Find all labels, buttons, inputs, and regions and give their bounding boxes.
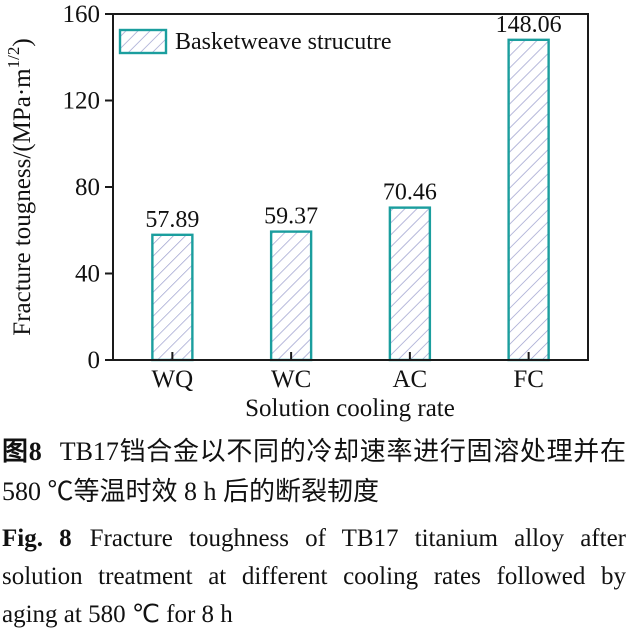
legend: Basketweave strucutre — [118, 28, 392, 55]
caption-en-line3: aging at 580 ℃ for 8 h — [2, 596, 626, 632]
y-tick-label: 0 — [88, 347, 101, 374]
y-tick-label: 120 — [63, 88, 101, 115]
caption-english: Fig. 8 Fracture toughness of TB17 titaniu… — [2, 520, 626, 632]
bar-AC — [388, 206, 432, 362]
bar-value-label: 59.37 — [264, 204, 318, 230]
caption-en-line1: Fig. 8 Fracture toughness of TB17 titaniu… — [2, 520, 626, 558]
y-tick-label: 40 — [75, 261, 100, 288]
bar-value-label: 70.46 — [383, 180, 437, 206]
caption-cn-text1: TB17铛合金以不同的冷却速率进行固溶处理并在 — [59, 437, 626, 466]
caption-cn-label: 图8 — [2, 437, 42, 466]
y-axis-title-main: Fracture tougness/(MPa·m — [9, 68, 36, 336]
y-axis-title: Fracture tougness/(MPa·m1/2) — [4, 38, 36, 335]
y-tick-label: 160 — [63, 1, 101, 28]
y-axis-title-suffix: ) — [9, 38, 36, 46]
caption-chinese: 图8 TB17铛合金以不同的冷却速率进行固溶处理并在 580 ℃等温时效 8 h … — [2, 432, 626, 512]
y-tick-label: 80 — [75, 174, 100, 201]
x-category-label: FC — [513, 366, 544, 393]
caption-cn-line1: 图8 TB17铛合金以不同的冷却速率进行固溶处理并在 — [2, 432, 626, 472]
x-category-label: WQ — [152, 366, 194, 393]
legend-swatch-hatch — [118, 28, 168, 55]
bars-layer: 57.89 59.37 70.46 148.06 — [145, 12, 562, 362]
caption-en-text1: Fracture toughness of TB17 titanium allo… — [89, 525, 626, 552]
caption-cn-line2: 580 ℃等温时效 8 h 后的断裂韧度 — [2, 472, 626, 512]
caption-en-text3: aging at 580 ℃ for 8 h — [2, 601, 233, 628]
bar-WC — [269, 230, 313, 362]
bar-value-label: 148.06 — [496, 12, 562, 38]
plot-frame — [112, 13, 589, 361]
bar-WQ — [151, 233, 194, 362]
bar-value-label: 57.89 — [145, 207, 199, 233]
caption-cn-text2: 580 ℃等温时效 8 h 后的断裂韧度 — [2, 477, 380, 506]
caption-en-label: Fig. 8 — [2, 525, 72, 552]
figure-captions: 图8 TB17铛合金以不同的冷却速率进行固溶处理并在 580 ℃等温时效 8 h … — [0, 430, 628, 632]
chart-svg: 57.89 59.37 70.46 148.06 0 40 80 120 160 WQ WC AC F… — [4, 1, 589, 422]
x-axis-title: Solution cooling rate — [245, 395, 455, 422]
caption-en-line2: solution treatment at different cooling … — [2, 558, 626, 596]
bar-FC — [507, 38, 550, 362]
x-category-label: WC — [271, 366, 311, 393]
y-axis-title-superscript: 1/2 — [4, 47, 23, 69]
ticks-layer: 0 40 80 120 160 WQ WC AC FC — [63, 1, 544, 393]
legend-label: Basketweave strucutre — [175, 29, 392, 55]
caption-en-text2: solution treatment at different cooling … — [2, 563, 626, 590]
x-category-label: AC — [393, 366, 428, 393]
